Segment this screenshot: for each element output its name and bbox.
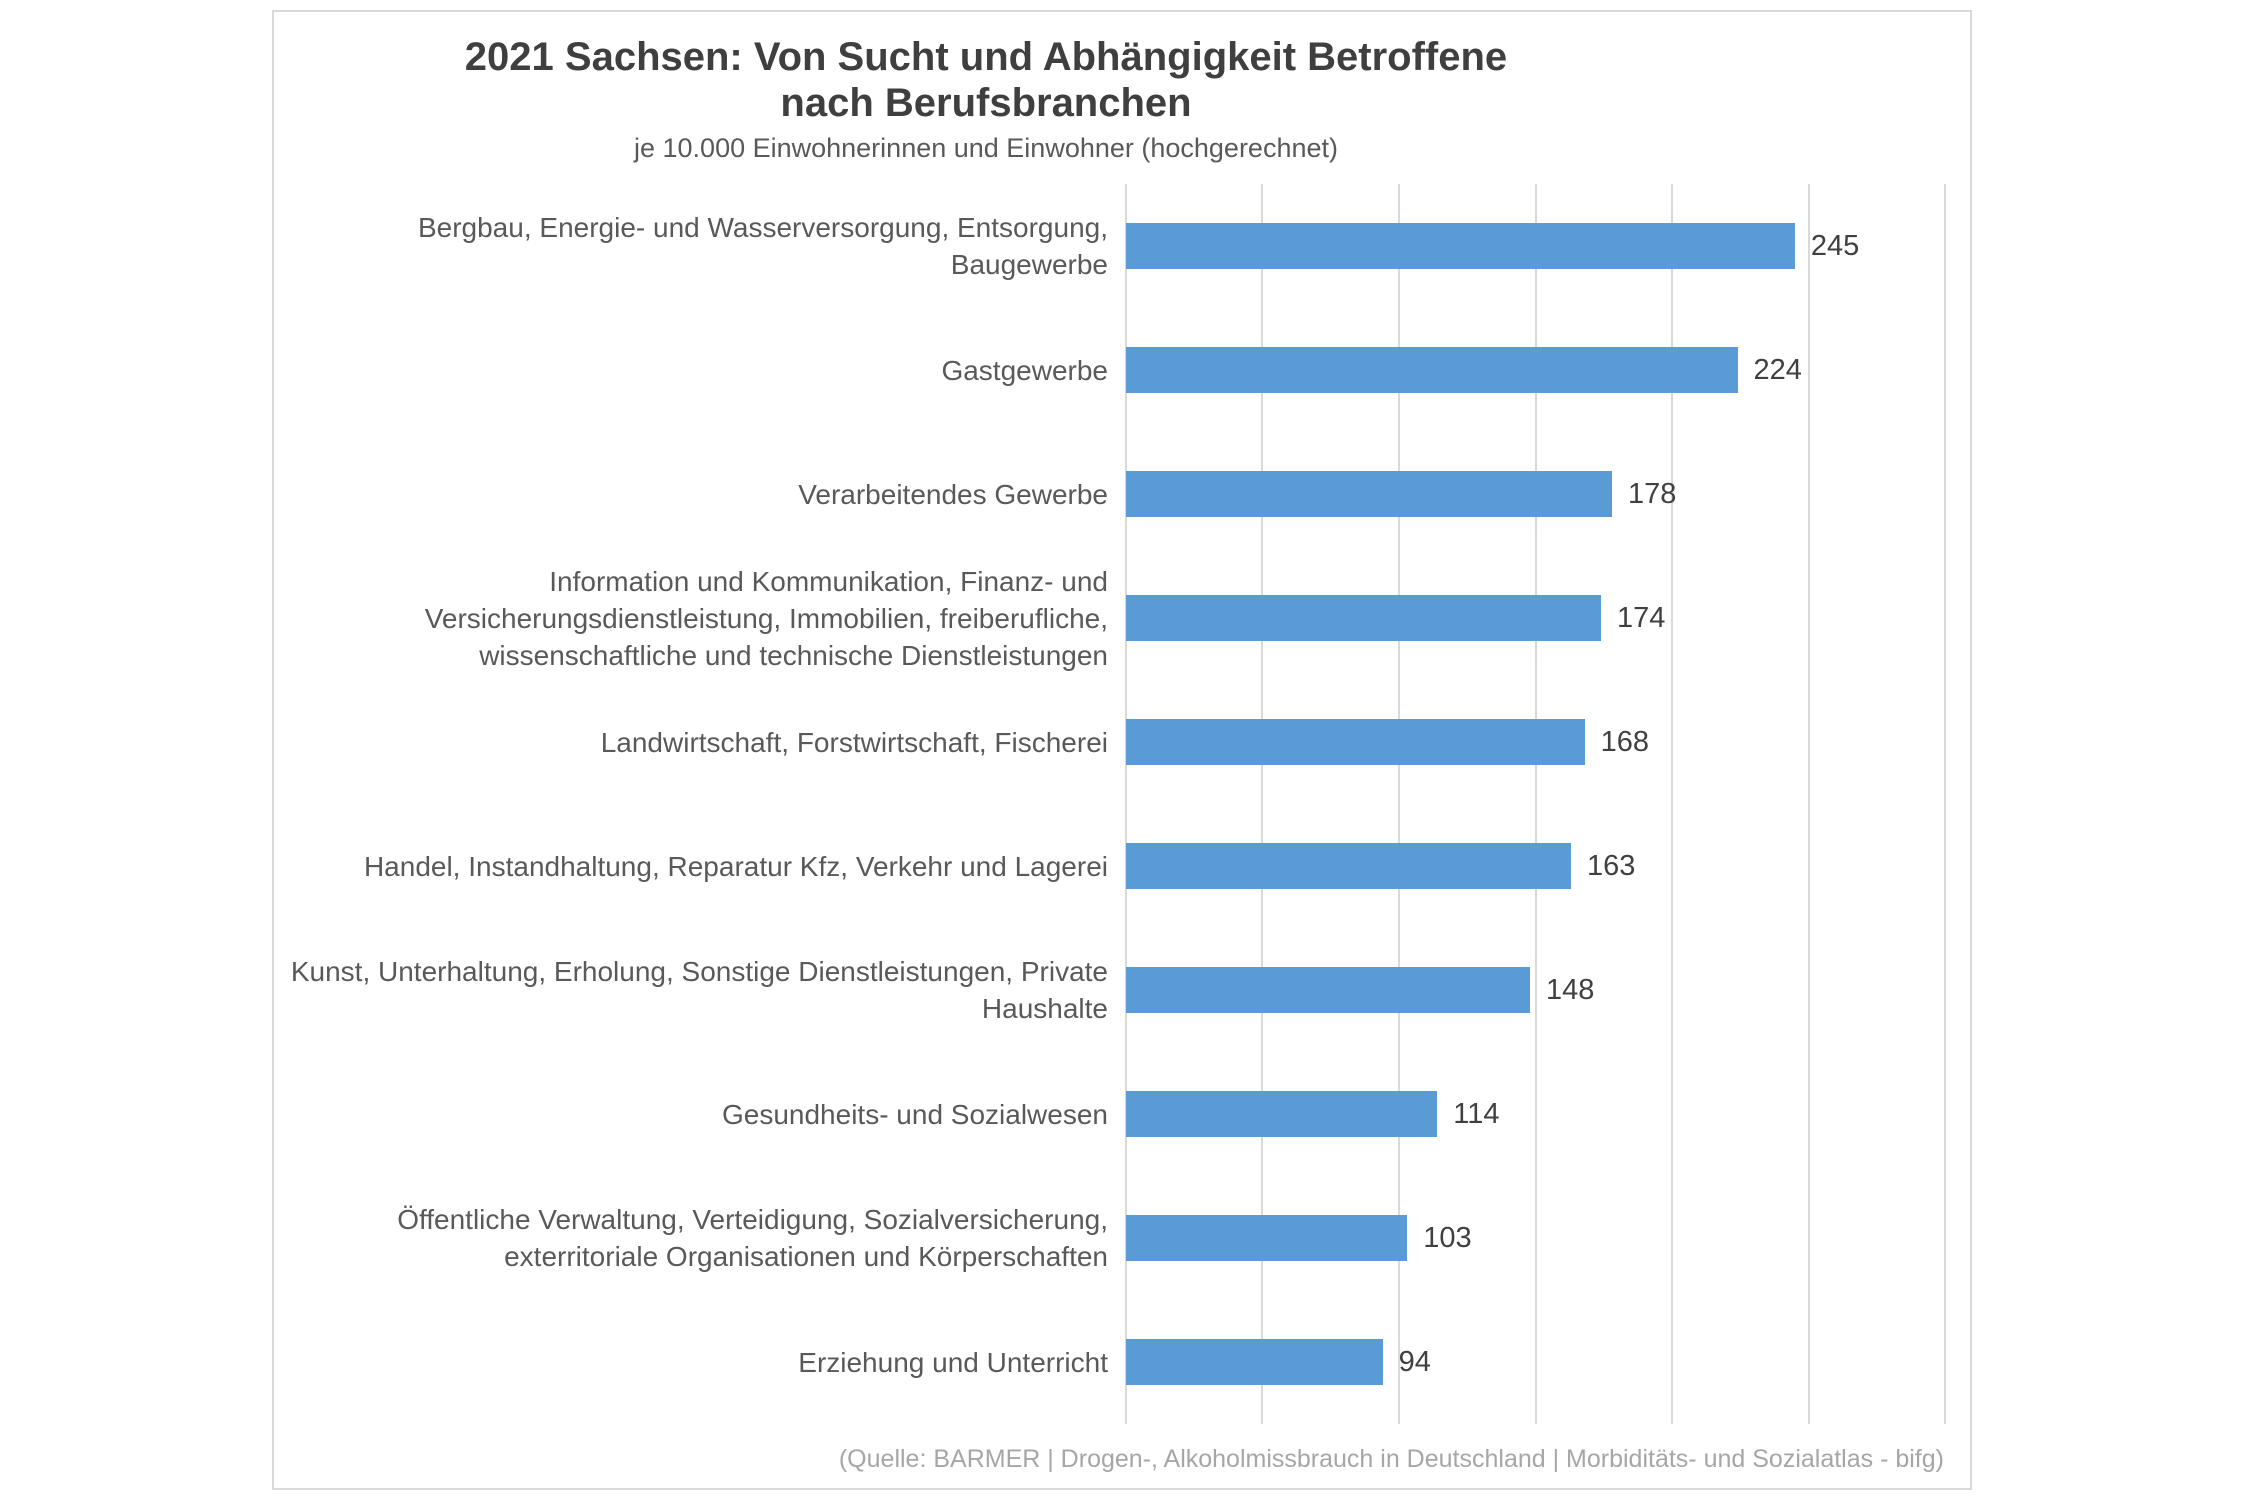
bar-area: 148: [1126, 967, 1945, 1013]
value-label: 224: [1753, 353, 1802, 386]
gridline: [1807, 184, 1810, 1424]
bar-area: 245: [1126, 223, 1945, 269]
bar-row: Öffentliche Verwaltung, Verteidigung, So…: [274, 1176, 1945, 1300]
bar-row: Handel, Instandhaltung, Reparatur Kfz, V…: [274, 804, 1945, 928]
chart-title-block: 2021 Sachsen: Von Sucht und Abhängigkeit…: [274, 34, 1698, 164]
bar-rows: Bergbau, Energie- und Wasserversorgung, …: [274, 184, 1945, 1424]
category-label: Handel, Instandhaltung, Reparatur Kfz, V…: [363, 850, 1108, 882]
bar-area: 163: [1126, 843, 1945, 889]
bar-row: Kunst, Unterhaltung, Erholung, Sonstige …: [274, 928, 1945, 1052]
category-label: Erziehung und Unterricht: [798, 1346, 1108, 1378]
gridline: [1534, 184, 1537, 1424]
bar: [1126, 967, 1531, 1013]
category-label: Gesundheits- und Sozialwesen: [721, 1098, 1108, 1130]
value-label: 168: [1600, 725, 1650, 758]
category-label: Verarbeitendes Gewerbe: [798, 478, 1108, 510]
bar: [1126, 471, 1612, 517]
value-label: 114: [1453, 1097, 1500, 1130]
bar-row: Erziehung und Unterricht 94: [274, 1300, 1945, 1424]
bar-row: Information und Kommunikation, Finanz- u…: [274, 556, 1945, 680]
gridline: [1261, 184, 1264, 1424]
gridline: [1944, 184, 1946, 1424]
bar: [1126, 347, 1738, 393]
bar-area: 168: [1126, 719, 1945, 765]
gridline: [1670, 184, 1673, 1424]
bar: [1126, 1339, 1383, 1385]
category-label: Kunst, Unterhaltung, Erholung, Sonstige …: [290, 956, 1108, 1024]
source-note: (Quelle: BARMER | Drogen-, Alkoholmissbr…: [838, 1445, 1944, 1473]
gridline: [1397, 184, 1400, 1424]
bar-area: 224: [1126, 347, 1945, 393]
bar-row: Bergbau, Energie- und Wasserversorgung, …: [274, 184, 1945, 308]
bar: [1126, 1215, 1408, 1261]
chart-card: 2021 Sachsen: Von Sucht und Abhängigkeit…: [272, 10, 1972, 1490]
bar-row: Gastgewerbe 224: [274, 308, 1945, 432]
category-label: Bergbau, Energie- und Wasserversorgung, …: [417, 212, 1108, 280]
bar: [1126, 595, 1602, 641]
bar: [1126, 223, 1795, 269]
bar: [1126, 1091, 1438, 1137]
bar-area: 114: [1126, 1091, 1945, 1137]
bar-row: Gesundheits- und Sozialwesen 114: [274, 1052, 1945, 1176]
bar-row: Landwirtschaft, Forstwirtschaft, Fischer…: [274, 680, 1945, 804]
bar-area: 178: [1126, 471, 1945, 517]
value-label: 94: [1398, 1345, 1431, 1378]
chart-subtitle: je 10.000 Einwohnerinnen und Einwohner (…: [634, 133, 1338, 163]
bar-area: 174: [1126, 595, 1945, 641]
value-label: 148: [1546, 973, 1595, 1006]
category-label: Information und Kommunikation, Finanz- u…: [424, 565, 1108, 671]
bar-area: 94: [1126, 1339, 1945, 1385]
value-label: 163: [1586, 849, 1636, 882]
value-label: 178: [1627, 477, 1677, 510]
plot-area: Bergbau, Energie- und Wasserversorgung, …: [274, 184, 1946, 1424]
category-label: Gastgewerbe: [941, 354, 1108, 386]
chart-title-line-1: 2021 Sachsen: Von Sucht und Abhängigkeit…: [464, 35, 1508, 79]
gridlines: [1125, 184, 1946, 1424]
category-label: Landwirtschaft, Forstwirtschaft, Fischer…: [600, 726, 1108, 758]
bar: [1126, 719, 1585, 765]
category-label: Öffentliche Verwaltung, Verteidigung, So…: [397, 1204, 1108, 1272]
value-label: 245: [1810, 229, 1860, 262]
bar-row: Verarbeitendes Gewerbe 178: [274, 432, 1945, 556]
chart-title-line-2: nach Berufsbranchen: [780, 81, 1192, 125]
gridline: [1125, 184, 1127, 1424]
bar-area: 103: [1126, 1215, 1945, 1261]
value-label: 174: [1617, 601, 1666, 634]
bar: [1126, 843, 1571, 889]
value-label: 103: [1423, 1221, 1472, 1254]
